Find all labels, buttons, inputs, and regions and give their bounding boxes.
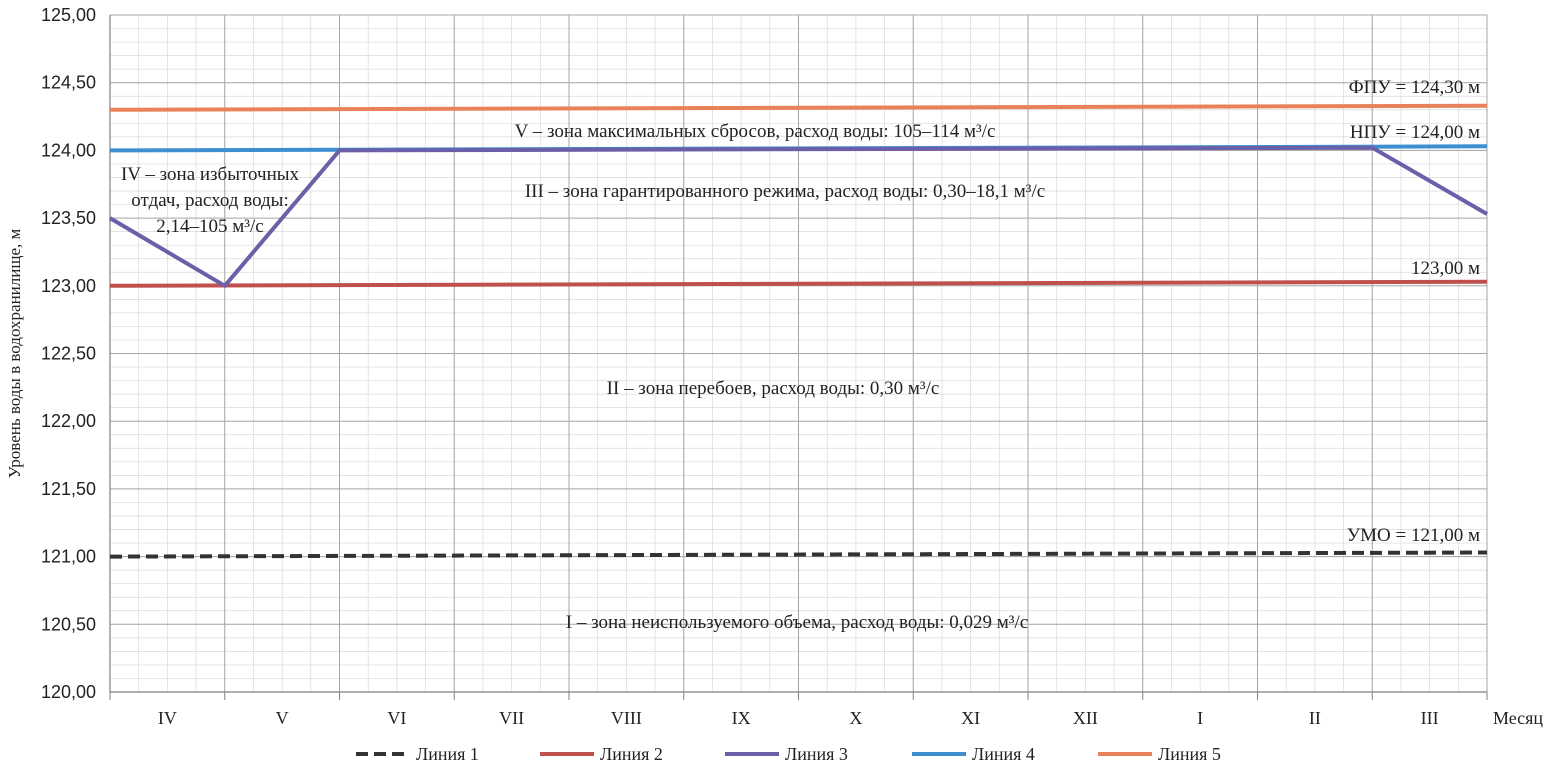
x-tick-label: VIII — [611, 708, 642, 728]
y-tick-label: 124,00 — [41, 140, 96, 160]
series-line-3 — [108, 145, 1489, 288]
x-tick-label: XII — [1073, 708, 1098, 728]
legend-label: Линия 1 — [416, 744, 479, 764]
annotation-zone-iii: III – зона гарантированного режима, расх… — [525, 181, 1045, 202]
x-tick-label: XI — [961, 708, 980, 728]
annotation-level-123: 123,00 м — [1411, 258, 1480, 279]
x-tick-label: X — [849, 708, 862, 728]
y-tick-label: 122,50 — [41, 344, 96, 364]
x-tick-label: IV — [158, 708, 177, 728]
annotation-zone-iv-1: IV – зона избыточных — [121, 164, 300, 185]
x-tick-label: VI — [387, 708, 406, 728]
x-axis-label: Месяц — [1493, 708, 1543, 728]
annotation-fpu: ФПУ = 124,30 м — [1349, 77, 1480, 98]
legend-item: Линия 5 — [1098, 744, 1221, 764]
legend-item: Линия 1 — [356, 744, 479, 764]
annotation-zone-i: I – зона неиспользуемого объема, расход … — [566, 612, 1028, 633]
x-tick-label: I — [1197, 708, 1203, 728]
annotation-npu: НПУ = 124,00 м — [1350, 122, 1480, 143]
y-tick-label: 121,00 — [41, 547, 96, 567]
annotation-zone-v: V – зона максимальных сбросов, расход во… — [515, 121, 996, 142]
y-tick-label: 120,50 — [41, 614, 96, 634]
y-tick-label: 124,50 — [41, 73, 96, 93]
y-tick-label: 121,50 — [41, 479, 96, 499]
legend-label: Линия 2 — [600, 744, 663, 764]
annotation-umo: УМО = 121,00 м — [1347, 525, 1480, 546]
annotation-zone-iv-2: отдач, расход воды: — [131, 190, 288, 211]
y-tick-label: 120,00 — [41, 682, 96, 702]
legend-item: Линия 2 — [540, 744, 663, 764]
x-tick-label: II — [1309, 708, 1321, 728]
annotation-zone-ii: II – зона перебоев, расход воды: 0,30 м³… — [607, 378, 940, 399]
x-tick-label: III — [1421, 708, 1439, 728]
series-line-5 — [109, 103, 1488, 112]
legend-label: Линия 3 — [785, 744, 848, 764]
legend-label: Линия 5 — [1158, 744, 1221, 764]
series-line-1 — [109, 550, 1488, 559]
x-tick-label: IX — [732, 708, 751, 728]
x-tick-label: VII — [499, 708, 524, 728]
annotation-zone-iv-3: 2,14–105 м³/с — [156, 216, 263, 237]
legend-item: Линия 4 — [912, 744, 1035, 764]
y-tick-label: 122,00 — [41, 411, 96, 431]
legend-item: Линия 3 — [725, 744, 848, 764]
y-tick-label: 123,00 — [41, 276, 96, 296]
legend-label: Линия 4 — [972, 744, 1035, 764]
x-tick-label: V — [276, 708, 289, 728]
series-line-2 — [109, 279, 1488, 288]
y-tick-label: 123,50 — [41, 208, 96, 228]
y-tick-label: 125,00 — [41, 5, 96, 25]
y-axis-label: Уровень воды в водохранилище, м — [5, 229, 24, 479]
